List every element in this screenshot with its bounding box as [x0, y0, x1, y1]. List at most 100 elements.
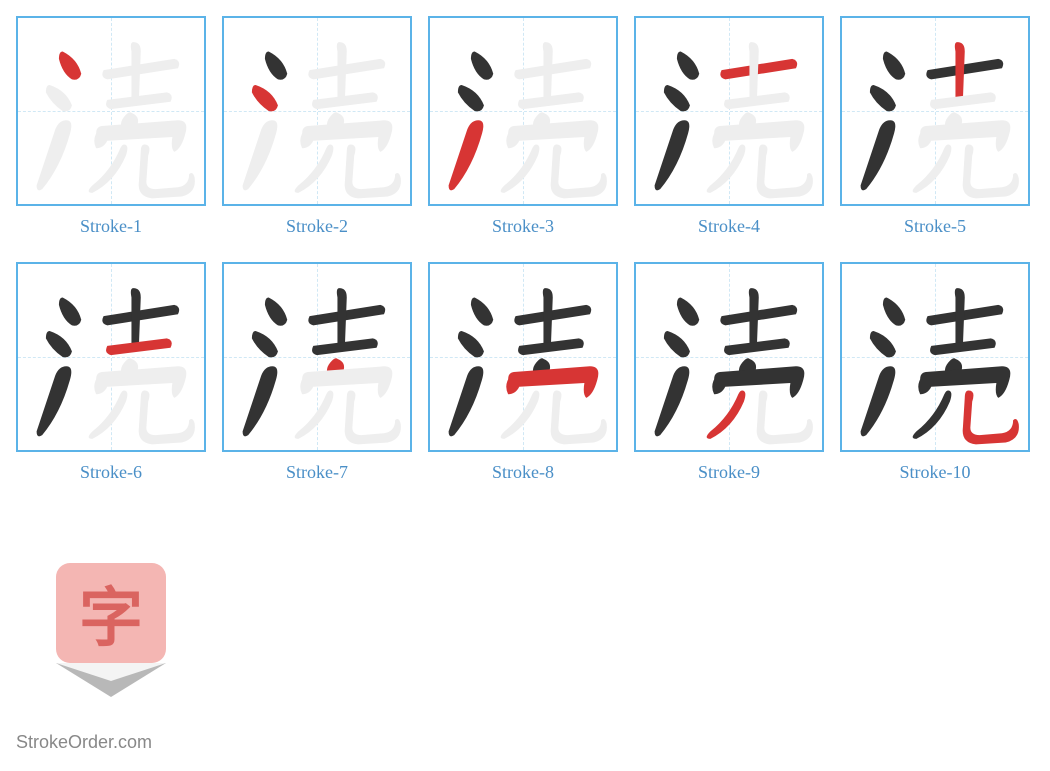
stroke-dot-mid-left — [458, 331, 484, 357]
logo: 字 — [41, 563, 181, 703]
stroke-hook-cover — [506, 366, 598, 398]
stroke-dot-top-left — [677, 51, 699, 79]
stroke-leg-left — [89, 390, 128, 438]
stroke-throw-left — [449, 366, 484, 436]
stroke-leg-left — [89, 144, 128, 192]
footer-brand: StrokeOrder.com — [16, 732, 152, 753]
stroke-throw-left — [243, 120, 278, 190]
stroke-leg-left — [295, 390, 334, 438]
stroke-leg-right — [139, 390, 195, 444]
stroke-dot-mid-left — [46, 85, 72, 111]
stroke-cell: Stroke-1 — [16, 16, 206, 256]
stroke-leg-right — [345, 144, 401, 198]
stroke-cell: Stroke-10 — [840, 262, 1030, 502]
stroke-throw-left — [449, 120, 484, 190]
stroke-throw-left — [37, 120, 72, 190]
stroke-cell: Stroke-3 — [428, 16, 618, 256]
stroke-vert-top — [543, 42, 553, 102]
stroke-caption: Stroke-6 — [80, 462, 142, 483]
stroke-horiz-top — [308, 59, 385, 79]
empty-cell — [222, 508, 412, 748]
stroke-caption: Stroke-4 — [698, 216, 760, 237]
stroke-hook-cover — [712, 120, 804, 152]
stroke-horiz-top — [514, 305, 591, 325]
stroke-hook-cover — [712, 366, 804, 398]
stroke-tile — [16, 262, 206, 452]
stroke-dot-mid-left — [664, 85, 690, 111]
stroke-caption: Stroke-10 — [900, 462, 971, 483]
stroke-tile — [840, 262, 1030, 452]
logo-square: 字 — [56, 563, 166, 663]
stroke-grid: Stroke-1 Stroke-2 Stroke-3 Stroke-4 Stroke-5… — [16, 16, 1034, 748]
logo-pencil-tip-icon — [56, 663, 166, 697]
stroke-horiz-top — [102, 59, 179, 79]
stroke-hook-cover — [94, 120, 186, 152]
stroke-dot-top-left — [471, 297, 493, 325]
stroke-tile — [840, 16, 1030, 206]
stroke-horiz-top — [720, 305, 797, 325]
stroke-leg-right — [551, 144, 607, 198]
stroke-vert-top — [543, 288, 553, 348]
stroke-throw-left — [37, 366, 72, 436]
stroke-dot-top-left — [265, 297, 287, 325]
empty-cell — [428, 508, 618, 748]
stroke-dot-mid-left — [252, 85, 278, 111]
stroke-cell: Stroke-4 — [634, 16, 824, 256]
stroke-leg-left — [501, 144, 540, 192]
stroke-vert-top — [131, 288, 141, 348]
stroke-throw-left — [655, 366, 690, 436]
stroke-caption: Stroke-2 — [286, 216, 348, 237]
stroke-horiz-top — [308, 305, 385, 325]
glyph-container — [842, 264, 1028, 450]
stroke-cell: Stroke-6 — [16, 262, 206, 502]
stroke-tile — [634, 262, 824, 452]
stroke-leg-left — [501, 390, 540, 438]
stroke-hook-cover — [94, 366, 186, 398]
stroke-caption: Stroke-1 — [80, 216, 142, 237]
stroke-caption: Stroke-8 — [492, 462, 554, 483]
stroke-horiz-top — [926, 59, 1003, 79]
stroke-dot-top-left — [59, 51, 81, 79]
empty-cell — [634, 508, 824, 748]
glyph-container — [430, 18, 616, 204]
stroke-cell: Stroke-9 — [634, 262, 824, 502]
stroke-hook-cover — [300, 366, 392, 398]
stroke-leg-left — [913, 144, 952, 192]
stroke-dot-mid-left — [664, 331, 690, 357]
stroke-dot-top-left — [265, 51, 287, 79]
glyph-container — [636, 264, 822, 450]
stroke-dot-top-left — [883, 51, 905, 79]
stroke-leg-right — [963, 144, 1019, 198]
stroke-dot-top-left — [883, 297, 905, 325]
stroke-leg-right — [757, 390, 813, 444]
stroke-vert-top — [131, 42, 141, 102]
stroke-dot-mid-left — [46, 331, 72, 357]
stroke-tile — [634, 16, 824, 206]
logo-char: 字 — [79, 567, 143, 659]
stroke-horiz-top — [514, 59, 591, 79]
glyph-container — [224, 264, 410, 450]
stroke-leg-left — [707, 390, 746, 438]
stroke-tile — [428, 16, 618, 206]
stroke-tile — [222, 262, 412, 452]
stroke-vert-top — [749, 42, 759, 102]
stroke-vert-top — [337, 42, 347, 102]
stroke-cell: Stroke-2 — [222, 16, 412, 256]
stroke-dot-mid-left — [870, 85, 896, 111]
glyph-container — [430, 264, 616, 450]
stroke-hook-cover — [918, 120, 1010, 152]
stroke-throw-left — [243, 366, 278, 436]
stroke-caption: Stroke-5 — [904, 216, 966, 237]
stroke-cell: Stroke-8 — [428, 262, 618, 502]
stroke-throw-left — [861, 366, 896, 436]
glyph-container — [18, 18, 204, 204]
stroke-tile — [222, 16, 412, 206]
stroke-horiz-top — [926, 305, 1003, 325]
stroke-dot-top-left — [677, 297, 699, 325]
empty-cell — [840, 508, 1030, 748]
stroke-leg-left — [707, 144, 746, 192]
stroke-leg-right — [551, 390, 607, 444]
stroke-caption: Stroke-7 — [286, 462, 348, 483]
stroke-dot-top-left — [59, 297, 81, 325]
stroke-horiz-top — [102, 305, 179, 325]
